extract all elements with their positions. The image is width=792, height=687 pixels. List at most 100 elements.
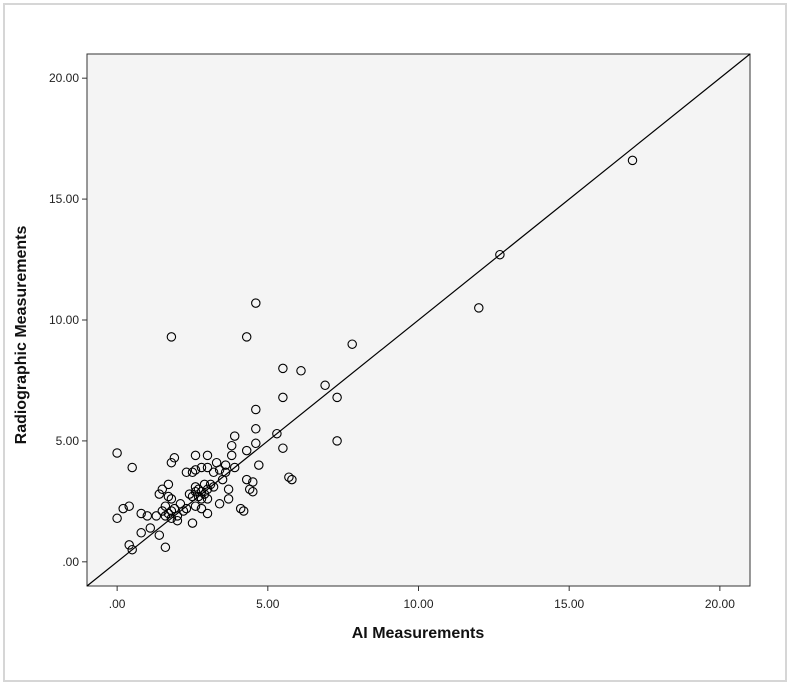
- data-point: [172, 515, 183, 526]
- data-point: [136, 508, 146, 519]
- data-point: [241, 474, 252, 485]
- data-point: [166, 457, 177, 468]
- data-point: [196, 503, 207, 514]
- x-axis-title: AI Measurements: [352, 625, 485, 642]
- x-tick-label: .00: [109, 597, 126, 611]
- data-point: [163, 491, 174, 502]
- data-point: [474, 303, 484, 313]
- data-point: [296, 366, 306, 376]
- data-point: [241, 332, 252, 342]
- data-point: [220, 467, 231, 478]
- data-point: [145, 523, 156, 533]
- data-point: [118, 503, 128, 514]
- data-point: [187, 518, 198, 528]
- data-point: [320, 380, 330, 391]
- data-point: [154, 489, 165, 499]
- data-point: [199, 489, 210, 499]
- data-point: [208, 482, 219, 492]
- data-point: [157, 506, 168, 516]
- data-point: [220, 460, 231, 470]
- data-point: [142, 511, 153, 521]
- data-point: [193, 484, 204, 495]
- data-point: [166, 506, 177, 516]
- data-point: [205, 479, 216, 490]
- data-point: [127, 462, 137, 473]
- data-point: [251, 424, 261, 434]
- data-point: [235, 503, 246, 514]
- data-point: [251, 404, 261, 415]
- data-point: [190, 501, 201, 511]
- data-point: [136, 528, 146, 538]
- data-point: [112, 448, 122, 458]
- data-point: [202, 494, 213, 504]
- data-point: [157, 484, 168, 495]
- data-point: [238, 506, 249, 516]
- y-axis-title: Radiographic Measurements: [13, 226, 30, 445]
- data-point: [190, 482, 201, 492]
- y-tick-label: 20.00: [49, 71, 79, 85]
- data-point: [278, 392, 288, 403]
- data-point: [272, 428, 282, 439]
- data-point: [332, 392, 342, 403]
- data-point: [202, 508, 213, 519]
- data-point: [495, 249, 505, 260]
- data-point: [278, 363, 288, 374]
- x-tick-label: 15.00: [554, 597, 584, 611]
- data-point: [163, 508, 174, 519]
- data-point: [187, 467, 198, 478]
- data-point: [208, 467, 219, 478]
- data-point: [196, 494, 207, 504]
- data-point: [169, 453, 180, 463]
- data-point: [154, 530, 165, 540]
- data-point: [332, 436, 342, 446]
- data-point: [202, 450, 213, 461]
- data-point: [202, 462, 213, 473]
- data-point: [160, 511, 171, 521]
- data-point: [287, 474, 297, 485]
- data-point: [166, 494, 177, 504]
- data-point: [248, 486, 258, 497]
- data-point: [166, 513, 177, 524]
- data-point: [124, 540, 134, 550]
- data-point: [181, 467, 192, 478]
- data-point: [223, 494, 234, 504]
- data-point: [124, 501, 134, 511]
- y-tick-label: .00: [62, 555, 79, 569]
- data-point: [229, 431, 240, 441]
- data-point: [347, 339, 357, 349]
- data-point: [172, 511, 183, 521]
- y-tick-label: 15.00: [49, 192, 79, 206]
- data-point: [214, 465, 225, 475]
- data-point: [226, 450, 237, 461]
- y-tick-label: 10.00: [49, 313, 79, 327]
- data-point: [178, 506, 189, 516]
- data-point: [166, 332, 177, 342]
- data-point: [214, 499, 225, 509]
- data-point: [190, 450, 201, 461]
- data-point: [248, 477, 258, 487]
- data-point: [190, 465, 201, 475]
- x-tick-label: 20.00: [705, 597, 735, 611]
- data-point: [202, 484, 213, 495]
- data-point: [229, 462, 240, 473]
- x-tick-label: 10.00: [403, 597, 433, 611]
- data-point: [193, 491, 204, 502]
- y-tick-label: 5.00: [56, 434, 80, 448]
- data-point: [181, 503, 192, 514]
- data-point: [184, 489, 195, 499]
- data-point: [151, 511, 162, 521]
- data-point: [223, 484, 234, 495]
- data-point: [196, 462, 207, 473]
- data-point: [199, 479, 210, 490]
- data-point: [251, 298, 261, 308]
- data-point: [627, 155, 638, 166]
- data-point: [127, 544, 137, 555]
- data-point: [160, 542, 171, 553]
- data-point: [241, 445, 252, 456]
- data-point: [190, 486, 201, 497]
- data-point: [226, 440, 237, 451]
- data-point: [163, 479, 174, 490]
- data-point: [187, 491, 198, 502]
- data-point: [251, 438, 261, 449]
